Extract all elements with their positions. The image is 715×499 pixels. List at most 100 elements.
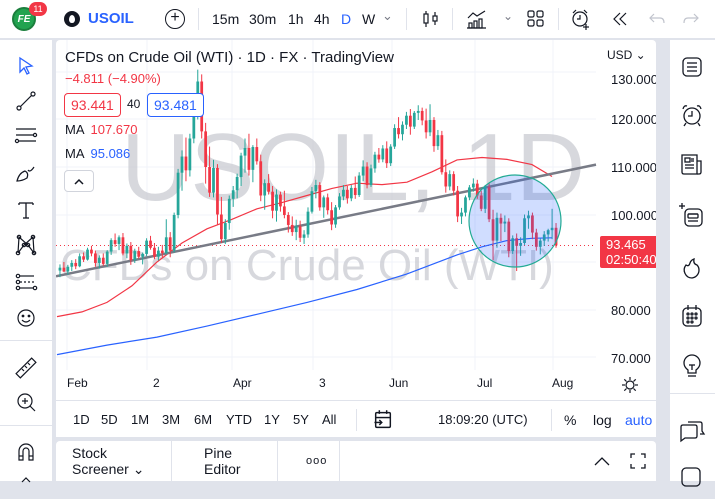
range-3m[interactable]: 3M bbox=[162, 412, 181, 427]
trend-line-icon[interactable] bbox=[14, 89, 38, 113]
timeframe-d[interactable]: D bbox=[341, 11, 352, 27]
range-all[interactable]: All bbox=[322, 412, 337, 427]
divider bbox=[558, 8, 559, 30]
chart-settings-icon[interactable] bbox=[621, 376, 639, 394]
go-to-date-icon[interactable] bbox=[372, 409, 392, 429]
divider bbox=[356, 409, 357, 431]
divider bbox=[406, 8, 407, 30]
indicators-icon[interactable] bbox=[466, 8, 488, 30]
magnet-icon[interactable] bbox=[14, 440, 38, 464]
layouts-icon[interactable] bbox=[525, 8, 547, 30]
ma-red-legend[interactable]: MA 107.670 bbox=[65, 122, 138, 137]
collapse-legend-button[interactable] bbox=[64, 170, 94, 192]
ma-label: MA bbox=[65, 146, 85, 161]
cursor-icon[interactable] bbox=[14, 54, 38, 78]
range-5y[interactable]: 5Y bbox=[293, 412, 309, 427]
zoom-in-icon[interactable] bbox=[14, 390, 38, 414]
help-chat-icon[interactable] bbox=[678, 462, 706, 490]
price-axis-label: 130.000 bbox=[611, 72, 656, 87]
ma-blue-value: 95.086 bbox=[90, 146, 131, 161]
range-6m[interactable]: 6M bbox=[194, 412, 213, 427]
time-axis-label: Aug bbox=[552, 376, 574, 390]
range-5d[interactable]: 5D bbox=[101, 412, 118, 427]
timeframe-1h[interactable]: 1h bbox=[288, 11, 304, 27]
indicators-dropdown[interactable]: ⌄ bbox=[503, 9, 514, 23]
text-tool-icon[interactable] bbox=[14, 198, 38, 222]
watermark-symbol: USOIL, 1D bbox=[121, 114, 585, 221]
fib-retracement-icon[interactable] bbox=[14, 124, 38, 148]
drawing-toolbar bbox=[0, 40, 52, 483]
watermark-description: CFDs on Crude Oil (WTI) bbox=[60, 241, 554, 290]
replay-icon[interactable] bbox=[610, 8, 632, 30]
prediction-measure-icon[interactable] bbox=[14, 270, 38, 294]
chart-panel[interactable]: USOIL, 1D CFDs on Crude Oil (WTI) CFDs on… bbox=[56, 40, 656, 437]
currency-selector[interactable]: USD ⌄ bbox=[607, 48, 646, 62]
redo-icon[interactable] bbox=[680, 8, 702, 30]
ma-red-value: 107.670 bbox=[90, 122, 138, 137]
auto-scale-toggle[interactable]: auto bbox=[625, 412, 653, 428]
avatar-initials: FE bbox=[17, 13, 31, 25]
ideas-stream-icon[interactable] bbox=[678, 201, 706, 229]
price-axis-label: 110.000 bbox=[611, 160, 656, 175]
timeframe-dropdown-button[interactable]: ⌄ bbox=[382, 8, 393, 23]
log-scale-toggle[interactable]: log bbox=[593, 412, 612, 428]
range-1d[interactable]: 1D bbox=[73, 412, 90, 427]
calendar-icon[interactable] bbox=[678, 302, 706, 330]
time-axis-label: Feb bbox=[67, 376, 88, 390]
emoji-icon[interactable] bbox=[14, 306, 38, 330]
hotlists-flame-icon[interactable] bbox=[678, 254, 706, 282]
lightbulb-icon[interactable] bbox=[678, 352, 706, 380]
more-tabs-button[interactable]: ooo bbox=[290, 441, 340, 481]
brush-icon[interactable] bbox=[14, 161, 38, 185]
range-1y[interactable]: 1Y bbox=[264, 412, 280, 427]
timeframe-15m[interactable]: 15m bbox=[212, 11, 240, 27]
alarm-clock-icon[interactable] bbox=[678, 101, 706, 129]
lock-drawings-icon[interactable] bbox=[14, 470, 38, 494]
ma-label: MA bbox=[65, 122, 85, 137]
alert-icon[interactable] bbox=[570, 8, 592, 30]
undo-icon[interactable] bbox=[646, 8, 668, 30]
chevron-up-icon bbox=[74, 178, 84, 185]
tab-stock-screener[interactable]: Stock Screener ⌄ bbox=[56, 441, 172, 481]
range-ytd[interactable]: YTD bbox=[226, 412, 252, 427]
range-toolbar: 1D 5D 1M 3M 6M YTD 1Y 5Y All 18:09:20 (UTC) % lo… bbox=[56, 400, 656, 437]
chats-icon[interactable] bbox=[678, 416, 706, 444]
time-axis-label: Jul bbox=[477, 376, 493, 390]
timeframe-4h[interactable]: 4h bbox=[314, 11, 330, 27]
ma-blue-legend[interactable]: MA 95.086 bbox=[65, 146, 130, 161]
timeframe-w[interactable]: W bbox=[362, 11, 376, 27]
symbol-search-button[interactable]: USOIL bbox=[88, 10, 134, 27]
time-axis-label: Jun bbox=[389, 376, 409, 390]
price-axis-label: 80.000 bbox=[611, 303, 651, 318]
utc-clock[interactable]: 18:09:20 (UTC) bbox=[438, 412, 528, 427]
buy-price-button[interactable]: 93.481 bbox=[147, 93, 204, 117]
current-price-tag: 93.465 02:50:40 bbox=[600, 236, 656, 268]
range-1m[interactable]: 1M bbox=[131, 412, 150, 427]
divider bbox=[0, 425, 52, 426]
maximize-panel-icon[interactable] bbox=[630, 453, 646, 469]
notification-badge: 11 bbox=[29, 2, 47, 16]
candles-icon[interactable] bbox=[420, 8, 442, 30]
time-axis-label: 2 bbox=[153, 376, 160, 390]
tab-pine-editor[interactable]: Pine Editor bbox=[188, 441, 278, 481]
timeframe-30m[interactable]: 30m bbox=[249, 11, 277, 27]
bar-countdown: 02:50:40 bbox=[606, 252, 656, 267]
expand-panel-icon[interactable] bbox=[593, 454, 611, 468]
news-icon[interactable] bbox=[678, 150, 706, 178]
time-axis-label: 3 bbox=[319, 376, 326, 390]
watchlist-icon[interactable] bbox=[678, 53, 706, 81]
pattern-icon[interactable] bbox=[14, 233, 38, 257]
compare-add-symbol-button[interactable]: + bbox=[165, 9, 185, 29]
right-widget-bar bbox=[670, 40, 715, 487]
ruler-icon[interactable] bbox=[14, 356, 38, 380]
spread-value: 40 bbox=[127, 97, 141, 111]
time-axis-label: Apr bbox=[233, 376, 252, 390]
percent-scale-toggle[interactable]: % bbox=[564, 412, 577, 428]
price-axis-label: 120.000 bbox=[611, 112, 656, 127]
current-price: 93.465 bbox=[606, 237, 646, 252]
price-chart[interactable]: USOIL, 1D CFDs on Crude Oil (WTI) bbox=[56, 40, 656, 437]
price-axis-label: 70.000 bbox=[611, 351, 651, 366]
sell-price-button[interactable]: 93.441 bbox=[64, 93, 121, 117]
divider bbox=[670, 393, 715, 394]
chart-legend-title[interactable]: CFDs on Crude Oil (WTI) · 1D · FX · Trad… bbox=[65, 49, 394, 66]
